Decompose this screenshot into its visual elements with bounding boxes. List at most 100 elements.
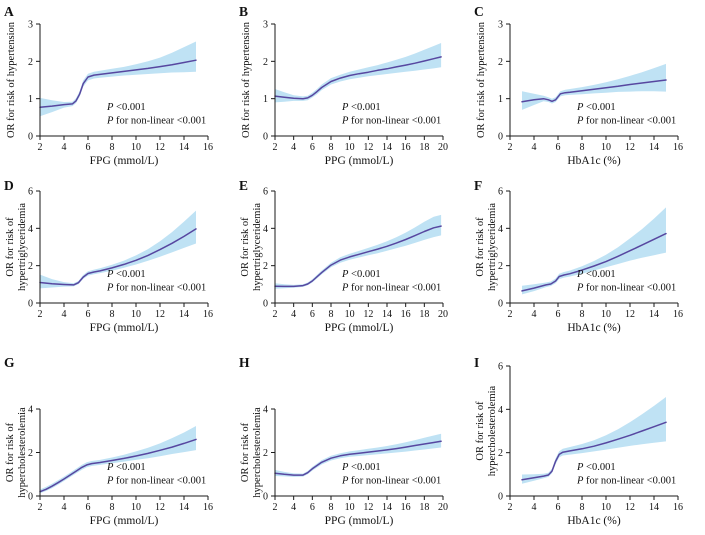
- p-nonlinear-text: P for non-linear <0.001: [576, 476, 676, 487]
- x-tick-label: 14: [382, 502, 392, 513]
- panel-I: 0 2 4 6 2 4 6 8 10 12 14 16 HbA1c (%) OR for risk of h…: [470, 354, 705, 530]
- x-tick-label: 18: [419, 502, 429, 513]
- x-tick-label: 8: [110, 309, 115, 320]
- y-tick-label: 2: [498, 261, 503, 272]
- y-axis-label: OR for risk of: [5, 217, 16, 277]
- x-tick-label: 10: [345, 502, 355, 513]
- x-tick-label: 12: [625, 142, 635, 153]
- x-tick-label: 12: [625, 502, 635, 513]
- confidence-band: [40, 210, 196, 289]
- y-tick-label: 3: [498, 20, 503, 31]
- p-nonlinear-text: P for non-linear <0.001: [341, 116, 441, 127]
- p-value-text: P <0.001: [576, 462, 616, 473]
- x-axis-label: PPG (mmol/L): [325, 515, 394, 527]
- y-tick-label: 0: [28, 299, 33, 310]
- x-tick-label: 8: [580, 142, 585, 153]
- x-tick-label: 10: [601, 502, 611, 513]
- y-tick-label: 1: [263, 94, 268, 105]
- x-tick-label: 12: [625, 309, 635, 320]
- y-tick-label: 3: [263, 20, 268, 31]
- x-tick-label: 6: [86, 142, 91, 153]
- x-tick-label: 10: [131, 502, 141, 513]
- x-tick-label: 12: [363, 309, 373, 320]
- y-axis-label: OR for risk of: [475, 217, 486, 277]
- x-tick-label: 4: [62, 502, 67, 513]
- x-tick-label: 2: [38, 309, 43, 320]
- panel-F: 0 2 4 6 2 4 6 8 10 12 14 16 HbA1c (%) OR for risk of h…: [470, 177, 705, 354]
- y-tick-label: 6: [263, 187, 268, 198]
- x-tick-label: 16: [203, 502, 213, 513]
- x-tick-label: 18: [419, 142, 429, 153]
- x-tick-label: 4: [291, 309, 296, 320]
- x-tick-label: 2: [38, 502, 43, 513]
- x-tick-label: 10: [131, 309, 141, 320]
- or-curve: [274, 440, 442, 476]
- y-tick-label: 6: [28, 187, 33, 198]
- panel-G: 0 2 4 2 4 6 8 10 12 14 16 FPG (mmol/L) OR for risk o…: [0, 354, 235, 530]
- x-tick-label: 8: [110, 502, 115, 513]
- x-tick-label: 14: [649, 309, 659, 320]
- y-axis-label: OR for risk of hypertension: [6, 21, 17, 138]
- panel-D: 0 2 4 6 2 4 6 8 10 12 14 16 FPG (mmol/L) OR for risk …: [0, 177, 235, 354]
- y-tick-label: 4: [263, 405, 268, 416]
- x-tick-label: 6: [310, 502, 315, 513]
- p-nonlinear-text: P for non-linear <0.001: [106, 476, 206, 487]
- x-axis-label: FPG (mmol/L): [90, 322, 159, 334]
- confidence-band: [522, 397, 666, 484]
- x-tick-label: 2: [508, 502, 513, 513]
- x-axis-label: HbA1c (%): [567, 515, 620, 527]
- panel-letter: D: [4, 178, 14, 193]
- y-tick-label: 0: [28, 492, 33, 503]
- x-tick-label: 6: [86, 309, 91, 320]
- y-tick-label: 4: [498, 405, 503, 416]
- x-tick-label: 14: [649, 502, 659, 513]
- x-tick-label: 16: [673, 502, 683, 513]
- or-curve: [274, 56, 442, 100]
- x-tick-label: 6: [556, 309, 561, 320]
- x-tick-label: 14: [179, 142, 189, 153]
- y-tick-label: 0: [498, 299, 503, 310]
- x-tick-label: 4: [62, 142, 67, 153]
- y-axis-label: hypertriglyceridemia: [17, 203, 28, 291]
- x-tick-label: 6: [86, 502, 91, 513]
- x-axis-label: FPG (mmol/L): [90, 515, 159, 527]
- or-curve: [521, 232, 667, 292]
- y-axis-label: OR for risk of: [240, 217, 251, 277]
- y-tick-label: 0: [263, 299, 268, 310]
- y-tick-label: 2: [498, 448, 503, 459]
- x-tick-label: 4: [291, 502, 296, 513]
- y-tick-label: 0: [263, 132, 268, 143]
- y-tick-label: 4: [28, 224, 33, 235]
- y-axis-label: OR for risk of hypertension: [241, 21, 252, 138]
- y-axis-label: OR for risk of hypertension: [476, 21, 487, 138]
- x-tick-label: 14: [382, 142, 392, 153]
- p-nonlinear-text: P for non-linear <0.001: [341, 476, 441, 487]
- x-tick-label: 4: [532, 142, 537, 153]
- x-tick-label: 2: [38, 142, 43, 153]
- x-tick-label: 18: [419, 309, 429, 320]
- x-tick-label: 10: [345, 309, 355, 320]
- x-axis-label: HbA1c (%): [567, 322, 620, 334]
- panel-B: 0 1 2 3 2 4 6 8 10 12 14 16 18 20 PPG (mmol/L) OR for r…: [235, 0, 470, 177]
- y-tick-label: 2: [263, 448, 268, 459]
- x-tick-label: 8: [580, 309, 585, 320]
- x-tick-label: 6: [556, 502, 561, 513]
- x-tick-label: 2: [273, 309, 278, 320]
- panel-A: 0 1 2 3 2 4 6 8 10 12 14 16 FPG (mmol/L) OR for risk …: [0, 0, 235, 177]
- panel-letter: B: [239, 4, 248, 19]
- x-tick-label: 14: [179, 502, 189, 513]
- y-tick-label: 0: [28, 132, 33, 143]
- y-axis-label: OR for risk of: [5, 422, 16, 482]
- y-axis-label: OR for risk of: [240, 422, 251, 482]
- y-tick-label: 2: [28, 448, 33, 459]
- x-tick-label: 16: [203, 309, 213, 320]
- x-tick-label: 2: [508, 309, 513, 320]
- y-tick-label: 2: [28, 57, 33, 68]
- p-nonlinear-text: P for non-linear <0.001: [106, 116, 206, 127]
